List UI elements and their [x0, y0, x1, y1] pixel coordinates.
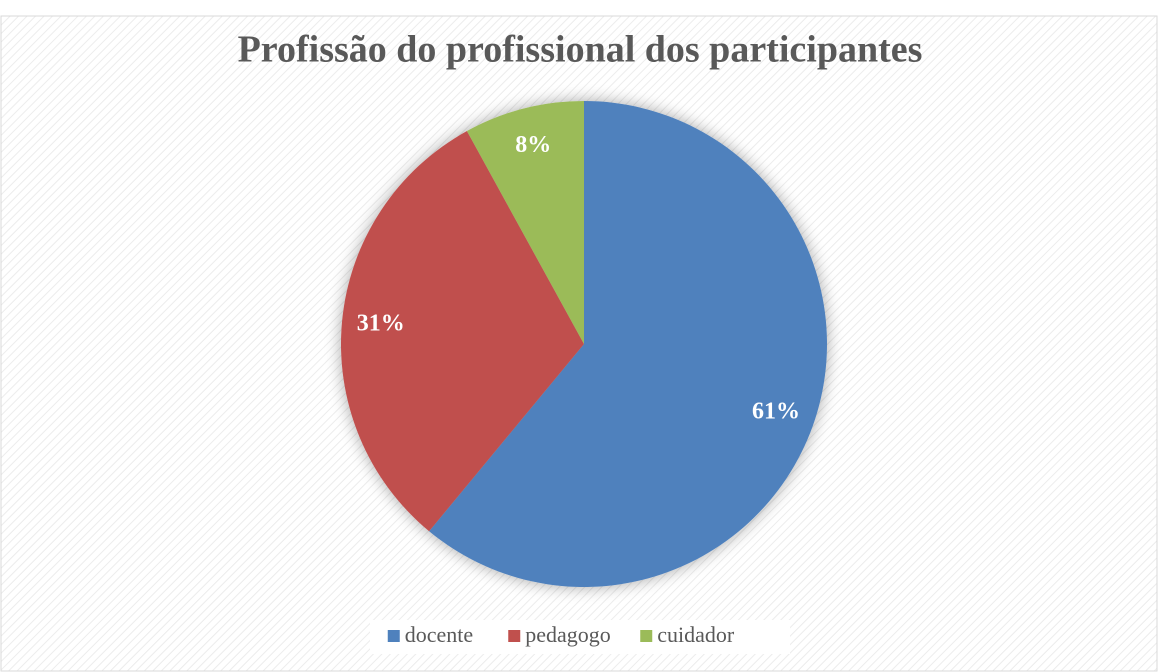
legend-swatch — [508, 630, 521, 642]
pie-slice — [466, 101, 584, 344]
chart-title: Profissão do profissional dos participan… — [238, 29, 923, 71]
legend: docente pedagogo cuidador — [387, 622, 735, 647]
pie — [340, 101, 827, 587]
legend-swatch — [640, 630, 653, 642]
data-label: 31% — [357, 310, 405, 336]
data-label: 61% — [752, 399, 800, 425]
legend-label: cuidador — [657, 622, 735, 647]
pie-slice — [340, 131, 584, 532]
legend-background — [370, 620, 790, 654]
legend-label: pedagogo — [525, 622, 611, 647]
data-label: 8% — [515, 132, 551, 158]
pie-slice — [429, 101, 827, 587]
legend-label: docente — [405, 622, 473, 647]
legend-swatch — [387, 630, 400, 642]
